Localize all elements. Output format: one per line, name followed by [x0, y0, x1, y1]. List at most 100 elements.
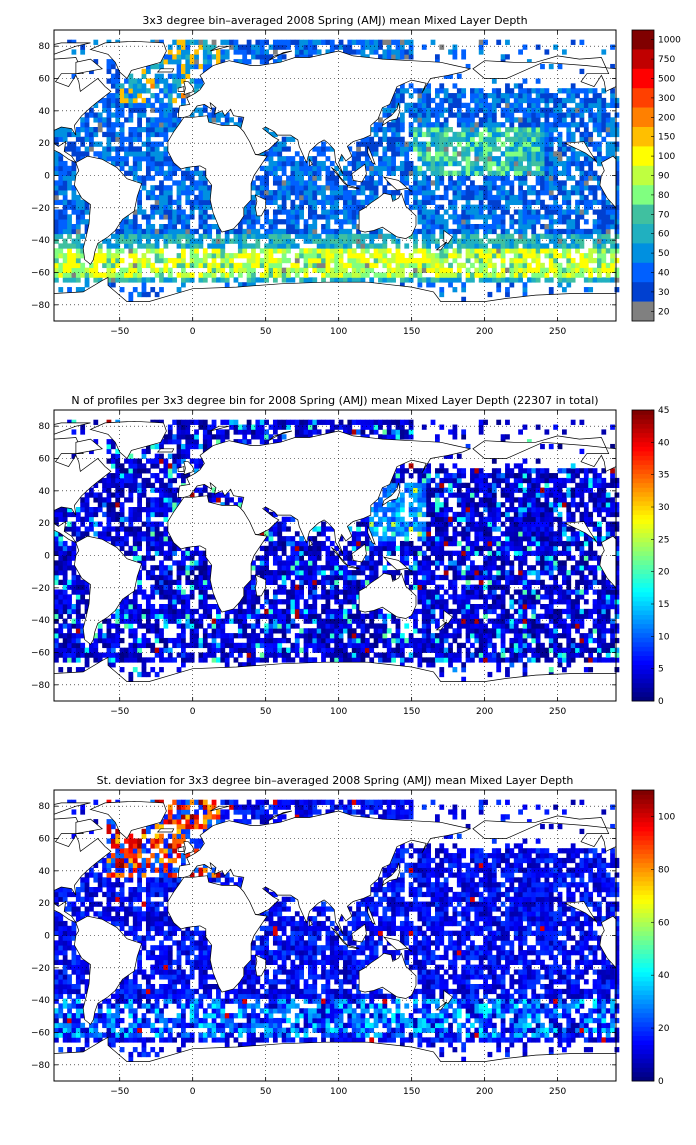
colorbar-swatch — [632, 127, 654, 147]
bin-cell — [369, 268, 374, 273]
bin-cell — [540, 643, 545, 648]
bin-cell — [172, 277, 177, 282]
bin-cell — [299, 234, 304, 239]
bin-cell — [264, 248, 269, 253]
bin-cell — [269, 604, 274, 609]
bin-cell — [220, 54, 225, 59]
bin-cell — [422, 277, 427, 282]
bin-cell — [566, 112, 571, 117]
bin-cell — [409, 122, 414, 127]
bin-cell — [159, 166, 164, 171]
bin-cell — [163, 117, 168, 122]
bin-cell — [260, 643, 265, 648]
bin-cell — [321, 209, 326, 214]
bin-cell — [483, 609, 488, 614]
bin-cell — [417, 142, 422, 147]
bin-cell — [571, 93, 576, 98]
bin-cell — [584, 88, 589, 93]
bin-cell — [369, 166, 374, 171]
bin-cell — [382, 253, 387, 258]
bin-cell — [137, 623, 142, 628]
bin-cell — [273, 229, 278, 234]
bin-cell — [483, 273, 488, 278]
bin-cell — [483, 137, 488, 142]
bin-cell — [417, 657, 422, 662]
bin-cell — [199, 205, 204, 210]
bin-cell — [369, 137, 374, 142]
panel-mld-mean: 3x3 degree bin–averaged 2008 Spring (AMJ… — [0, 14, 681, 337]
bin-cell — [146, 214, 151, 219]
bin-cell — [496, 176, 501, 181]
bin-cell — [260, 185, 265, 190]
bin-cell — [67, 224, 72, 229]
bin-cell — [308, 614, 313, 619]
bin-cell — [492, 219, 497, 224]
bin-cell — [142, 108, 147, 113]
bin-cell — [260, 166, 265, 171]
bin-cell — [264, 628, 269, 633]
bin-cell — [470, 604, 475, 609]
bin-cell — [422, 122, 427, 127]
bin-cell — [286, 599, 291, 604]
bin-cell — [98, 117, 103, 122]
bin-cell — [378, 180, 383, 185]
bin-cell — [133, 176, 138, 181]
bin-cell — [536, 166, 541, 171]
bin-cell — [558, 142, 563, 147]
bin-cell — [544, 214, 549, 219]
bin-cell — [308, 248, 313, 253]
bin-cell — [369, 234, 374, 239]
bin-cell — [601, 263, 606, 268]
bin-cell — [536, 117, 541, 122]
bin-cell — [501, 643, 506, 648]
bin-cell — [54, 594, 59, 599]
bin-cell — [163, 594, 168, 599]
bin-cell — [72, 224, 77, 229]
bin-cell — [168, 112, 173, 117]
bin-cell — [422, 648, 427, 653]
bin-cell — [343, 248, 348, 253]
bin-cell — [115, 122, 120, 127]
bin-cell — [426, 88, 431, 93]
bin-cell — [492, 248, 497, 253]
bin-cell — [133, 103, 138, 108]
bin-cell — [474, 151, 479, 156]
bin-cell — [352, 643, 357, 648]
bin-cell — [273, 209, 278, 214]
bin-cell — [566, 171, 571, 176]
bin-cell — [396, 137, 401, 142]
bin-cell — [159, 667, 164, 672]
bin-cell — [299, 200, 304, 205]
bin-cell — [601, 234, 606, 239]
bin-cell — [562, 161, 567, 166]
bin-cell — [312, 263, 317, 268]
bin-cell — [575, 599, 580, 604]
bin-cell — [93, 263, 98, 268]
bin-cell — [606, 628, 611, 633]
bin-cell — [326, 619, 331, 624]
bin-cell — [615, 657, 620, 662]
bin-cell — [85, 122, 90, 127]
bin-cell — [483, 117, 488, 122]
bin-cell — [203, 614, 208, 619]
bin-cell — [111, 282, 116, 287]
bin-cell — [509, 151, 514, 156]
bin-cell — [439, 614, 444, 619]
bin-cell — [435, 657, 440, 662]
bin-cell — [54, 185, 59, 190]
bin-cell — [172, 224, 177, 229]
bin-cell — [457, 108, 462, 113]
bin-cell — [374, 258, 379, 263]
bin-cell — [422, 171, 427, 176]
bin-cell — [601, 243, 606, 248]
bin-cell — [102, 146, 107, 151]
bin-cell — [317, 146, 322, 151]
bin-cell — [220, 253, 225, 258]
bin-cell — [63, 268, 68, 273]
bin-cell — [203, 628, 208, 633]
bin-cell — [536, 200, 541, 205]
bin-cell — [527, 117, 532, 122]
bin-cell — [304, 195, 309, 200]
bin-cell — [544, 122, 549, 127]
bin-cell — [146, 79, 151, 84]
